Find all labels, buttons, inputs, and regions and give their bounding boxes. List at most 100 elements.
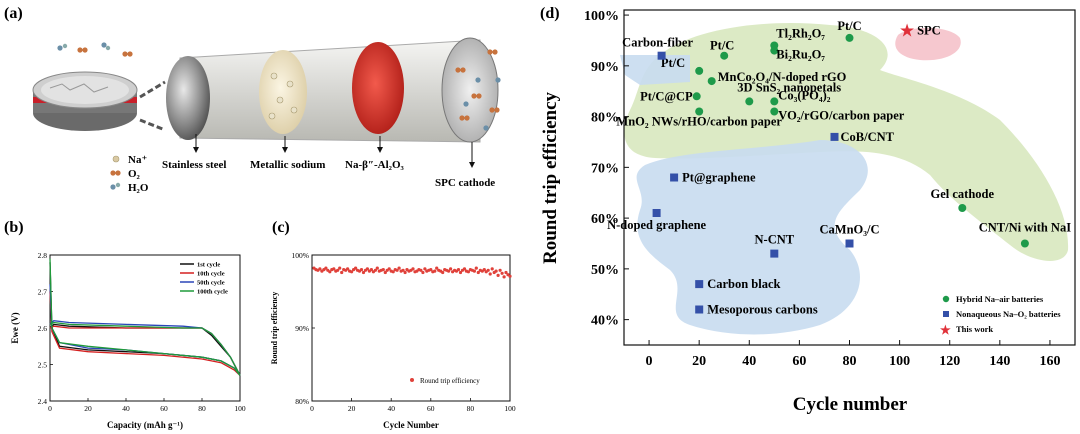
chart-b-line-discharge xyxy=(49,258,241,376)
chart-c-point xyxy=(340,270,344,275)
panel-c: (c) 0 20 40 60 80 100 80% 90% 100% Round trip ef… xyxy=(270,219,516,430)
chart-d-point-label: Pt/C@CP xyxy=(640,89,693,103)
chart-d-ytick-label: 100% xyxy=(584,9,619,24)
chart-c-point xyxy=(403,270,407,275)
chart-c-point xyxy=(383,270,387,275)
chart-d-point-hybrid xyxy=(1020,239,1029,248)
spc-cathode-disc xyxy=(441,37,499,143)
chart-c-point xyxy=(496,273,500,277)
chart-c-point xyxy=(395,268,399,272)
label-electrolyte: Na-β″-Al₂O₃ xyxy=(345,159,404,171)
chart-d-point-hybrid xyxy=(845,33,854,42)
chart-d-xtick-label: 80 xyxy=(843,354,857,369)
chart-c-ytick-label: 80% xyxy=(295,397,309,406)
chart-c-point xyxy=(508,274,512,278)
chart-d-xtick-label: 40 xyxy=(742,354,756,369)
chart-d-point-hybrid xyxy=(770,97,779,106)
cell-tube-illustration xyxy=(166,37,501,143)
chart-c-point xyxy=(346,267,350,271)
chart-c-point xyxy=(324,266,328,270)
legend-h2o: H₂O xyxy=(128,182,149,194)
chart-c-point xyxy=(441,270,445,275)
chart-b-ytick-label: 2.7 xyxy=(38,288,48,297)
chart-d-point-nonaqueous xyxy=(657,51,666,60)
chart-d-point-nonaqueous xyxy=(845,239,854,248)
floating-molecules xyxy=(57,42,133,57)
chart-d-point-label: Co₃(PO₄)₂ xyxy=(778,88,830,102)
chart-c-point xyxy=(328,270,332,274)
chart-c-point xyxy=(381,268,385,272)
chart-c-point xyxy=(482,268,486,272)
chart-c-point xyxy=(350,270,354,274)
chart-d-point-label: CNT/Ni with NaI xyxy=(979,221,1072,235)
legend-hybrid-label: Hybrid Na–air batteries xyxy=(956,294,1044,304)
chart-c-legend: Round trip efficiency xyxy=(410,377,480,385)
chart-d-point-hybrid xyxy=(692,92,701,101)
chart-d-point-label: Pt@graphene xyxy=(682,171,756,185)
chart-c-point xyxy=(361,270,366,275)
chart-c-point xyxy=(472,269,476,273)
chart-d-point-label: Carbon-fiber xyxy=(622,36,693,50)
chart-c-point xyxy=(466,270,470,274)
chart-c-point xyxy=(456,268,461,272)
chart-c-point xyxy=(387,267,391,271)
chart-d-point-label: Bi₂Ru₂O₇ xyxy=(776,48,825,62)
chart-c-point xyxy=(449,267,453,271)
chart-d-point-label: Tl₂Rh₂O₇ xyxy=(776,27,825,41)
chart-b-xtick-label: 0 xyxy=(48,404,52,413)
chart-d-xtick-label: 0 xyxy=(646,354,653,369)
chart-b-xtick-label: 40 xyxy=(122,404,130,413)
chart-d-ytick-label: 80% xyxy=(591,111,619,126)
chart-c-point xyxy=(494,269,498,273)
coin-cell-illustration xyxy=(32,71,166,132)
chart-c-point xyxy=(486,268,490,272)
chart-d-ytick-label: 90% xyxy=(591,60,619,75)
chart-d-point-label: SPC xyxy=(917,23,941,37)
chart-b-legend: 1st cycle 10th cycle 50th cycle 100th cycle xyxy=(180,262,228,296)
chart-d-point-nonaqueous xyxy=(652,209,661,217)
chart-b-xtick-label: 20 xyxy=(84,404,92,413)
legend-o2: O₂ xyxy=(128,168,141,180)
chart-b-series xyxy=(49,258,241,376)
chart-d-point-label: N-doped graphene xyxy=(607,218,706,232)
chart-b-legend-label: 1st cycle xyxy=(197,262,220,269)
chart-b-legend-label: 100th cycle xyxy=(197,289,228,296)
chart-b-line-discharge xyxy=(49,291,241,376)
chart-c-xtick-label: 0 xyxy=(310,404,314,413)
panel-a-label: (a) xyxy=(4,5,23,22)
chart-c-legend-label: Round trip efficiency xyxy=(420,377,480,385)
panel-c-label: (c) xyxy=(272,219,290,236)
chart-b-ytick-label: 2.5 xyxy=(38,361,48,370)
chart-c-xtick-label: 60 xyxy=(427,404,435,413)
chart-d-point-label: CaMnO₃/C xyxy=(820,223,880,237)
chart-b-ticks: 0 20 40 60 80 100 2.4 2.5 2.6 2.7 2.8 xyxy=(38,251,246,413)
chart-c-point xyxy=(401,268,405,272)
component-labels: Stainless steel Metallic sodium Na-β″-Al… xyxy=(162,134,495,189)
chart-b-line-charge xyxy=(49,321,241,376)
chart-b-ytick-label: 2.8 xyxy=(38,251,48,260)
chart-c-point xyxy=(458,270,463,275)
chart-d-point-label: N-CNT xyxy=(755,233,795,247)
chart-d-xtick-label: 20 xyxy=(692,354,706,369)
chart-d-ytick-label: 60% xyxy=(591,212,619,227)
chart-d-point-label: Pt/C xyxy=(710,39,734,53)
chart-d-points: Pt/C Pt/C Pt/C@CP MnO₂ NWs/rHO/carbon paper… xyxy=(607,19,1071,317)
chart-c-ticks: 0 20 40 60 80 100 80% 90% 100% xyxy=(292,251,516,413)
species-legend: Na⁺ O₂ H₂O xyxy=(110,154,149,194)
panel-a: (a) xyxy=(4,5,501,194)
chart-d-ytick-label: 50% xyxy=(591,263,619,278)
metallic-sodium-disc xyxy=(259,50,307,134)
chart-c-legend-marker xyxy=(410,378,414,382)
chart-d-point-hybrid xyxy=(720,51,729,60)
chart-c-point xyxy=(318,267,322,271)
chart-c-point xyxy=(421,270,425,275)
chart-c-point xyxy=(411,267,415,271)
chart-d-ytick-label: 70% xyxy=(591,161,619,176)
chart-c-ylabel: Round trip efficiency xyxy=(270,292,279,364)
legend-this-work-label: This work xyxy=(956,324,993,334)
chart-c-xtick-label: 40 xyxy=(387,404,395,413)
label-spc-cathode: SPC cathode xyxy=(435,177,495,189)
legend-nonaqueous-label: Nonaqueous Na–O₂ batteries xyxy=(956,309,1061,319)
chart-c-point xyxy=(476,270,480,275)
chart-d-point-label: Pt/C xyxy=(837,19,861,33)
